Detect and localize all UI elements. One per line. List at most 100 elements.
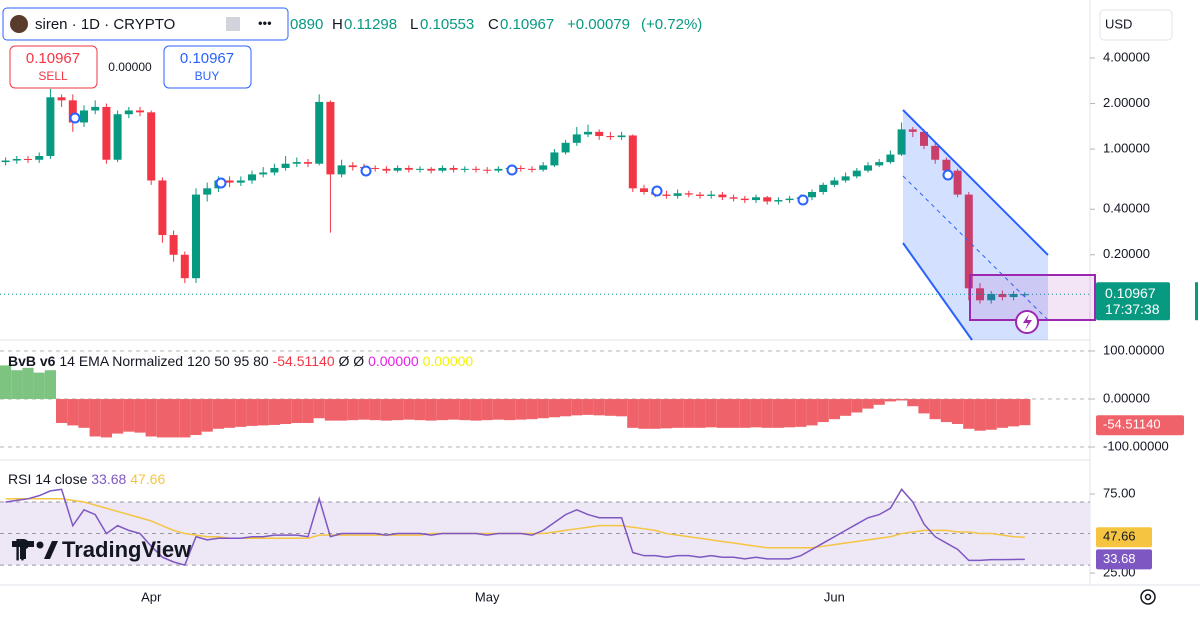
histogram-bar <box>268 399 280 425</box>
candle-body <box>640 188 648 193</box>
candle-body <box>841 176 850 181</box>
indicator-value: 47.66 <box>130 471 165 487</box>
value-box-label: -54.51140 <box>1103 417 1161 432</box>
event-marker[interactable] <box>797 194 809 206</box>
candle-body <box>147 112 156 181</box>
ohlc-change: +0.00079 <box>567 16 630 33</box>
histogram-bar <box>112 399 124 434</box>
value-box-label: 47.66 <box>1103 529 1136 544</box>
histogram-bar <box>952 399 964 424</box>
sell-button[interactable] <box>9 45 98 89</box>
histogram-bar <box>11 370 23 400</box>
histogram-bar <box>851 399 863 413</box>
value-box-label: 33.68 <box>1103 551 1136 566</box>
histogram-bar <box>380 399 392 421</box>
candle-body <box>472 168 480 170</box>
histogram-bar <box>985 399 997 430</box>
histogram-bar <box>907 399 919 407</box>
histogram-bar <box>716 399 728 428</box>
candle-body <box>763 197 772 202</box>
currency-button[interactable] <box>1099 9 1173 41</box>
candle-body <box>348 165 357 168</box>
y-tick-label: -100.00000 <box>1103 438 1169 453</box>
histogram-bar <box>515 399 527 420</box>
more-icon[interactable]: ••• <box>258 15 272 30</box>
histogram-bar <box>392 399 404 421</box>
event-marker[interactable] <box>651 185 663 197</box>
histogram-bar <box>324 399 336 421</box>
indicator-value: 33.68 <box>91 471 126 487</box>
candle-body <box>561 142 570 153</box>
candle-body <box>259 172 268 175</box>
channel-line <box>902 242 973 341</box>
histogram-bar <box>246 399 258 426</box>
candle-body <box>315 101 324 164</box>
candle-body <box>920 131 928 146</box>
channel-line <box>902 109 1049 256</box>
histogram-bar <box>616 399 628 417</box>
histogram-bar <box>548 399 560 418</box>
candle-body <box>696 194 704 196</box>
currency: USD <box>1105 16 1132 31</box>
candle-body <box>684 193 693 195</box>
alert-bolt <box>1023 314 1032 330</box>
candle-body <box>729 197 738 199</box>
histogram-bar <box>840 399 852 416</box>
histogram-bar <box>649 399 661 429</box>
indicator-legend: RSI 14 close 33.68 47.66 <box>8 471 165 487</box>
candle-body <box>393 167 402 171</box>
candle-body <box>516 167 525 169</box>
candle-body <box>203 188 212 195</box>
buy-button[interactable] <box>163 45 252 89</box>
candle-body <box>494 168 503 171</box>
event-marker[interactable] <box>360 165 372 177</box>
spread: 0.00000 <box>108 60 152 74</box>
histogram-bar <box>739 399 751 428</box>
histogram-bar <box>436 399 448 421</box>
y-tick-label: 0.20000 <box>1103 246 1150 261</box>
candle-body <box>595 131 604 137</box>
histogram-bar <box>179 399 191 438</box>
event-marker[interactable] <box>506 164 518 176</box>
histogram-bar <box>582 399 594 415</box>
candle-body <box>281 163 290 168</box>
candle-body <box>628 135 637 189</box>
candle-body <box>584 131 592 135</box>
histogram-bar <box>145 399 157 437</box>
histogram-bar <box>940 399 952 423</box>
value-box <box>1096 527 1152 548</box>
event-marker[interactable] <box>942 169 954 181</box>
histogram-bar <box>168 399 180 438</box>
histogram-bar <box>918 399 930 414</box>
candle-body <box>875 162 884 166</box>
flag-icon[interactable] <box>226 17 240 31</box>
y-tick-label: 0.00000 <box>1103 390 1150 405</box>
candle-body <box>953 170 962 195</box>
candle-body <box>830 180 839 185</box>
histogram-bar <box>828 399 840 420</box>
candle-body <box>337 165 346 175</box>
settings-icon[interactable] <box>1140 589 1156 605</box>
candle-body <box>169 235 178 255</box>
indicator-extra: 0.00000 <box>368 353 419 369</box>
candle-body <box>449 167 458 170</box>
indicator-extra: 0.00000 <box>423 353 474 369</box>
countdown: 17:37:38 <box>1105 301 1160 317</box>
candle-body <box>57 97 66 101</box>
candle-body <box>740 198 749 201</box>
histogram-bar <box>22 367 34 400</box>
candle-body <box>24 158 32 160</box>
candle-body <box>80 110 88 123</box>
histogram-bar <box>313 399 325 419</box>
candle-body <box>270 167 279 173</box>
candle-body <box>180 254 189 279</box>
event-marker[interactable] <box>215 177 227 189</box>
event-marker[interactable] <box>69 112 81 124</box>
symbol-box[interactable] <box>2 7 289 41</box>
candle-body <box>404 167 413 170</box>
x-tick-label: Jun <box>824 589 845 604</box>
histogram-bar <box>336 399 348 421</box>
candle-body <box>707 194 716 196</box>
histogram-bar <box>795 399 807 427</box>
